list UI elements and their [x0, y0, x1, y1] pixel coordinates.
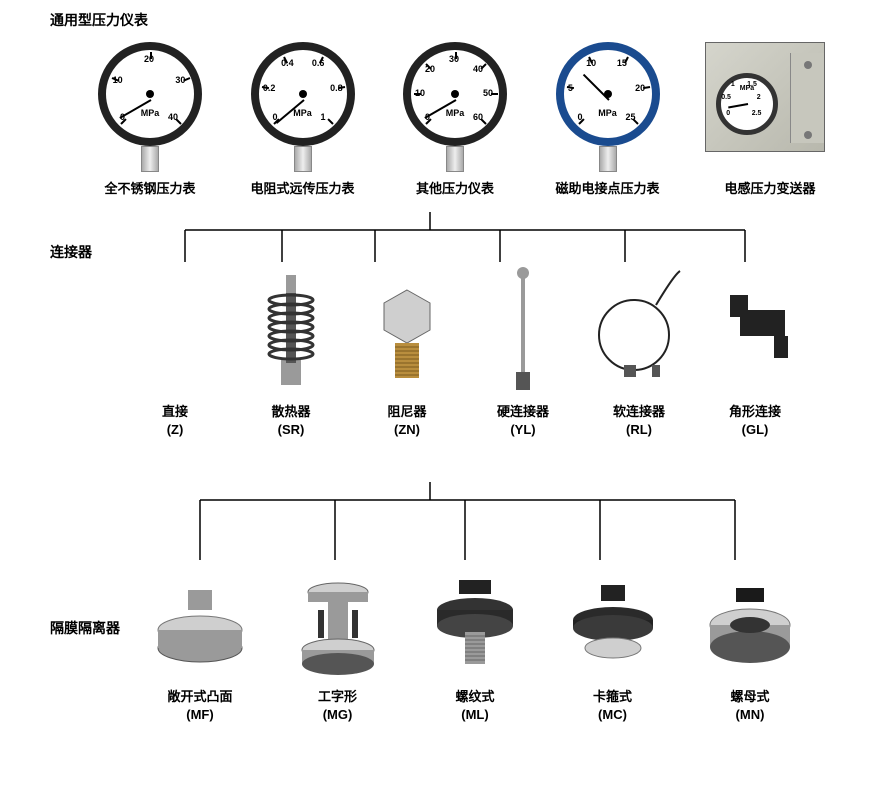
- diaphragm-label: 螺母式 (MN): [730, 688, 769, 724]
- diaphragm-icon: [150, 570, 250, 680]
- diaphragm-label: 螺纹式 (ML): [455, 688, 494, 724]
- diaphragms-row: 敞开式凸面 (MF) 工字形 (MG) 螺纹式 (ML) 卡箍式 (M: [150, 570, 800, 724]
- diaphragm-label: 卡箍式 (MC): [593, 688, 632, 724]
- diaphragm-item: 工字形 (MG): [288, 570, 388, 724]
- connector-item: 散热器 (SR): [246, 265, 336, 439]
- connector-label: 直接 (Z): [162, 403, 188, 439]
- diaphragm-icon: [700, 570, 800, 680]
- connector-item: 直接 (Z): [130, 265, 220, 439]
- connector-label: 角形连接 (GL): [729, 403, 781, 439]
- connector-icon: [362, 265, 452, 395]
- connector-icon: [478, 265, 568, 395]
- diaphragm-label: 工字形 (MG): [318, 688, 357, 724]
- connector-item: 角形连接 (GL): [710, 265, 800, 439]
- connector-item: 软连接器 (RL): [594, 265, 684, 439]
- connector-icon: [594, 265, 684, 395]
- diaphragm-icon: [563, 570, 663, 680]
- connector-label: 软连接器 (RL): [613, 403, 665, 439]
- diaphragm-icon: [425, 570, 525, 680]
- diaphragm-label: 敞开式凸面 (MF): [167, 688, 232, 724]
- connector-label: 阻尼器 (ZN): [387, 403, 426, 439]
- diaphragm-item: 敞开式凸面 (MF): [150, 570, 250, 724]
- diaphragm-item: 螺母式 (MN): [700, 570, 800, 724]
- connector-icon: [246, 265, 336, 395]
- connector-icon: [710, 265, 800, 395]
- diaphragm-item: 螺纹式 (ML): [425, 570, 525, 724]
- connector-label: 硬连接器 (YL): [497, 403, 549, 439]
- diaphragm-icon: [288, 570, 388, 680]
- connector-item: 硬连接器 (YL): [478, 265, 568, 439]
- connector-icon: [130, 265, 220, 395]
- connectors-row: 直接 (Z) 散热器 (SR) 阻尼器 (ZN) 硬连接器 (YL) 软连接器 …: [130, 265, 800, 439]
- connector-label: 散热器 (SR): [271, 403, 310, 439]
- connector-item: 阻尼器 (ZN): [362, 265, 452, 439]
- diaphragm-item: 卡箍式 (MC): [563, 570, 663, 724]
